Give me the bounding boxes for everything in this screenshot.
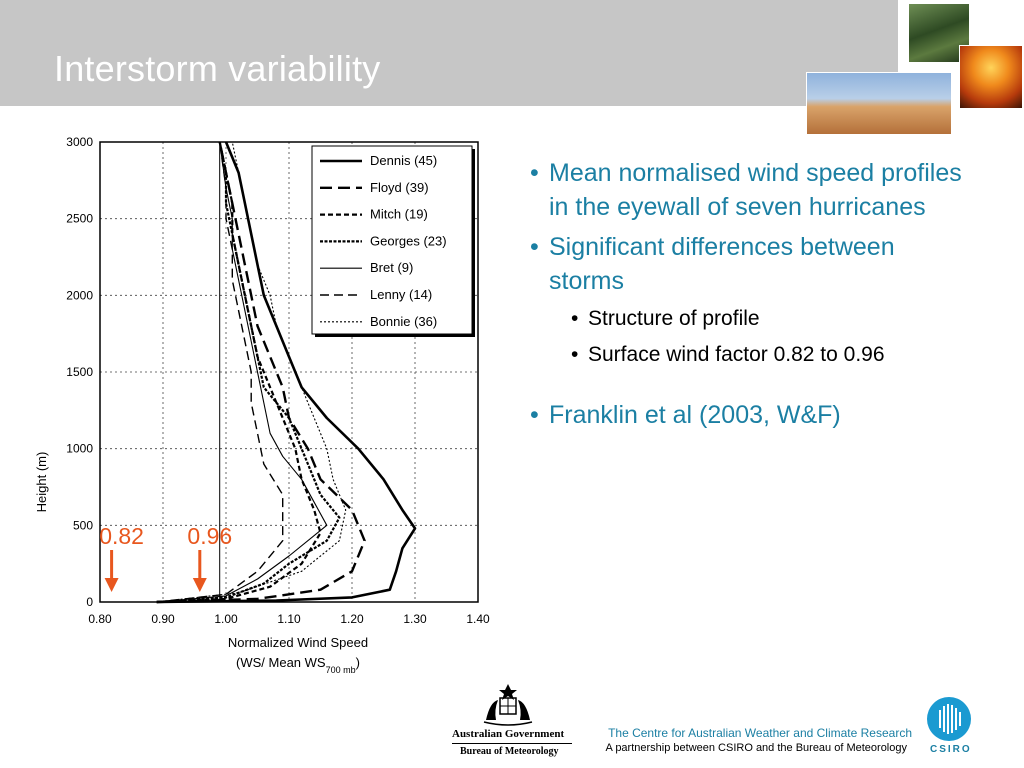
centre-text: The Centre for Australian Weather and Cl… (608, 726, 912, 740)
x-axis-label: Normalized Wind Speed (228, 635, 368, 650)
sub-bullet-1: Structure of profile (526, 304, 966, 334)
harvest-photo (806, 72, 952, 135)
legend-box (311, 145, 473, 335)
x-axis-label-line2: (WS/ Mean WS700 mb) (236, 655, 360, 675)
x-tick-label: 0.90 (151, 612, 175, 626)
annotation-label-2: 0.96 (187, 523, 232, 549)
title-bar: Interstorm variability (0, 0, 898, 108)
legend-label: Georges (23) (370, 233, 447, 248)
y-tick-label: 3000 (66, 135, 93, 149)
legend-label: Floyd (39) (370, 180, 429, 195)
csiro-wordmark: CSIRO (930, 744, 972, 755)
y-tick-label: 0 (86, 595, 93, 609)
x-tick-label: 1.00 (214, 612, 238, 626)
bullet-list: Mean normalised wind speed profiles in t… (526, 156, 966, 438)
x-tick-label: 1.30 (403, 612, 427, 626)
plot-frame (99, 141, 479, 603)
bullet-3: Franklin et al (2003, W&F) (526, 398, 966, 432)
gov-logo: Australian Government Bureau of Meteorol… (448, 680, 574, 764)
forest-photo (908, 3, 970, 63)
annotation-label-1: 0.82 (99, 523, 144, 549)
x-tick-label: 1.40 (466, 612, 490, 626)
legend-label: Bonnie (36) (370, 314, 437, 329)
y-tick-label: 2500 (66, 212, 93, 226)
series-line-2 (156, 141, 366, 604)
legend-label: Bret (9) (370, 260, 413, 275)
sub-bullet-2: Surface wind factor 0.82 to 0.96 (526, 340, 966, 370)
x-tick-label: 0.80 (88, 612, 112, 626)
bullet-gap (526, 376, 966, 398)
y-axis-label: Height (m) (34, 452, 49, 513)
x-tick-label: 1.10 (277, 612, 301, 626)
coat-of-arms-icon (483, 684, 533, 726)
csiro-logo-icon (927, 697, 971, 741)
wind-profile-chart: 0.80 0.90 1.00 1.10 1.20 1.30 1.40 0 500 1000 1500… (34, 135, 490, 675)
y-tick-label: 1500 (66, 365, 93, 379)
legend-label: Dennis (45) (370, 153, 437, 168)
partnership-text: A partnership between CSIRO and the Bure… (605, 742, 907, 754)
annotation-arrow-head (192, 578, 207, 592)
y-tick-label: 500 (73, 518, 93, 532)
chart-series (156, 141, 417, 604)
y-tick-label: 2000 (66, 288, 93, 302)
gov-divider (452, 743, 572, 744)
annotation-arrow-head (104, 578, 119, 592)
series-line-7 (156, 141, 347, 603)
legend-label: Lenny (14) (370, 287, 432, 302)
fire-photo (959, 45, 1023, 109)
legend-label: Mitch (19) (370, 207, 428, 222)
bom-text: Bureau of Meteorology (460, 746, 559, 757)
annotations: 0.82 0.96 (99, 523, 232, 592)
chart-ticks: 0.80 0.90 1.00 1.10 1.20 1.30 1.40 0 500 1000 1500… (66, 135, 490, 626)
y-tick-label: 1000 (66, 442, 93, 456)
bullet-1: Mean normalised wind speed profiles in t… (526, 156, 966, 224)
series-line-5 (156, 141, 328, 603)
x-tick-label: 1.20 (340, 612, 364, 626)
gov-text: Australian Government (452, 728, 565, 740)
series-line-4 (156, 141, 341, 604)
slide-title: Interstorm variability (54, 48, 381, 89)
bullet-2: Significant differences between storms (526, 230, 966, 298)
chart-legend: Dennis (45) Floyd (39) Mitch (19) Georges (… (311, 145, 475, 337)
